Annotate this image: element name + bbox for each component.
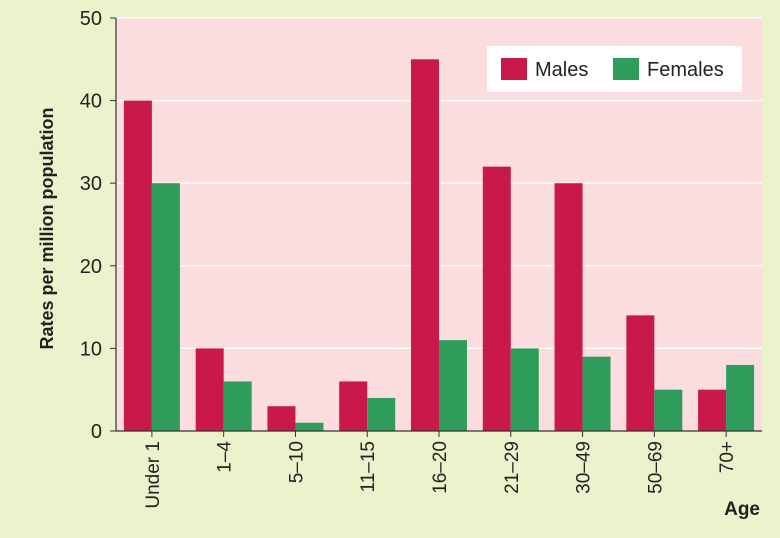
x-tick-label: 30–49: [574, 441, 595, 494]
legend-swatch-males: [501, 58, 527, 80]
legend-label-males: Males: [535, 59, 588, 81]
y-tick-label: 50: [80, 8, 102, 30]
x-tick-label: 5–10: [286, 441, 307, 483]
y-tick-label: 40: [80, 91, 102, 113]
y-axis-label: Rates per million population: [37, 107, 57, 349]
x-tick-label: 21–29: [502, 441, 523, 494]
y-tick-label: 20: [80, 256, 102, 278]
bar-females: [295, 422, 324, 431]
legend-label-females: Females: [647, 59, 724, 81]
bar-females: [726, 364, 755, 431]
bar-females: [367, 397, 396, 431]
bar-males: [482, 166, 511, 431]
bar-females: [510, 348, 539, 431]
bar-males: [339, 381, 368, 431]
bar-females: [151, 183, 180, 431]
legend-swatch-females: [613, 58, 639, 80]
y-tick-label: 0: [91, 421, 102, 443]
y-tick-label: 10: [80, 338, 102, 360]
bar-females: [223, 381, 252, 431]
x-tick-label: Under 1: [143, 441, 164, 509]
bar-males: [195, 348, 224, 431]
bar-males: [267, 406, 296, 431]
bar-males: [123, 100, 152, 431]
bar-females: [582, 356, 611, 431]
bar-females: [654, 389, 683, 431]
x-tick-label: 1–4: [215, 441, 236, 473]
bar-males: [626, 315, 655, 431]
bar-females: [439, 340, 467, 431]
bar-males: [411, 59, 439, 432]
x-tick-label: 16–20: [430, 441, 451, 494]
y-tick-label: 30: [80, 173, 102, 195]
x-tick-label: 50–69: [645, 441, 666, 494]
x-axis-label: Age: [724, 499, 760, 520]
x-tick-label: 70+: [717, 441, 738, 473]
bar-males: [698, 389, 727, 431]
bar-males: [554, 183, 583, 431]
x-tick-label: 11–15: [358, 441, 379, 492]
